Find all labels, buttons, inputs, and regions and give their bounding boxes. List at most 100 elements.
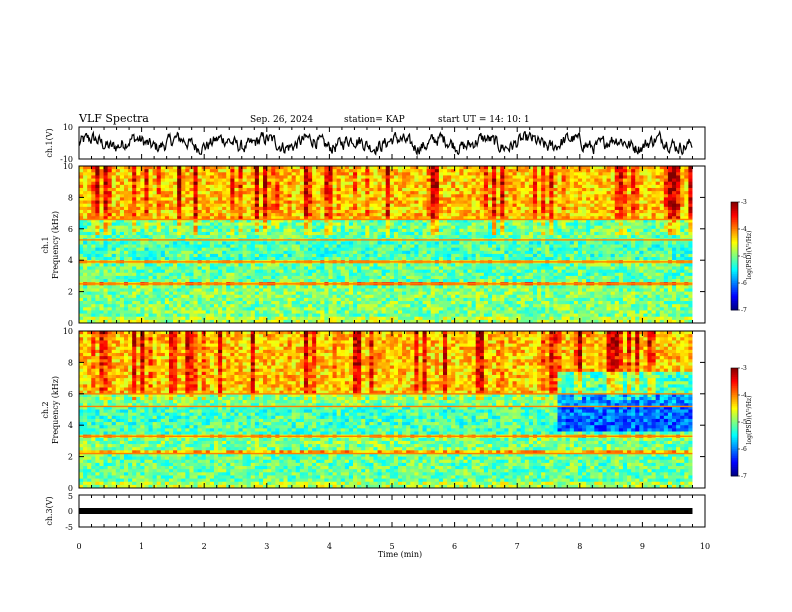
spectrogram-cell bbox=[209, 197, 215, 201]
spectrogram-cell bbox=[140, 275, 145, 280]
spectrogram-cell bbox=[173, 263, 178, 267]
spectrogram-cell bbox=[451, 304, 456, 308]
spectrogram-cell bbox=[463, 304, 468, 308]
spectrogram-cell bbox=[222, 200, 227, 205]
spectrogram-cell bbox=[414, 266, 419, 271]
spectrogram-cell bbox=[385, 247, 391, 252]
spectrogram-cell bbox=[275, 228, 280, 233]
spectrogram-cell bbox=[250, 319, 256, 324]
spectrogram-cell bbox=[389, 219, 395, 223]
spectrogram-cell bbox=[242, 206, 248, 211]
spectrogram-cell bbox=[152, 279, 158, 283]
spectrogram-cell bbox=[467, 247, 473, 252]
spectrogram-cell bbox=[471, 241, 477, 245]
spectrogram-cell bbox=[287, 291, 293, 296]
spectrogram-cell bbox=[152, 235, 158, 239]
spectrogram-cell bbox=[181, 250, 186, 255]
spectrogram-cell bbox=[144, 175, 149, 179]
spectrogram-cell bbox=[308, 316, 313, 321]
spectrogram-cell bbox=[250, 241, 256, 245]
spectrogram-cell bbox=[447, 247, 452, 252]
spectrogram-cell bbox=[320, 250, 325, 255]
spectrogram-cell bbox=[99, 288, 104, 292]
spectrogram-cell bbox=[209, 203, 215, 208]
spectrogram-cell bbox=[406, 169, 411, 173]
spectrogram-cell bbox=[418, 307, 423, 311]
spectrogram-cell bbox=[79, 172, 84, 176]
spectrogram-cell bbox=[267, 257, 272, 261]
spectrogram-cell bbox=[308, 269, 313, 274]
spectrogram-cell bbox=[410, 301, 415, 305]
spectrogram-cell bbox=[83, 169, 88, 173]
spectrogram-cell bbox=[373, 216, 378, 220]
spectrogram-cell bbox=[291, 187, 297, 192]
spectrogram-cell bbox=[119, 316, 125, 321]
spectrogram-cell bbox=[168, 219, 174, 223]
spectrogram-cell bbox=[254, 291, 260, 296]
spectrogram-cell bbox=[213, 285, 219, 289]
spectrogram-cell bbox=[144, 250, 149, 255]
spectrogram-cell bbox=[132, 209, 137, 214]
spectrogram-cell bbox=[123, 184, 129, 189]
spectrogram-cell bbox=[168, 257, 174, 261]
spectrogram-cell bbox=[463, 319, 468, 324]
spectrogram-cell bbox=[308, 244, 313, 249]
spectrogram-cell bbox=[308, 222, 313, 227]
spectrogram-cell bbox=[377, 216, 383, 220]
spectrogram-cell bbox=[111, 172, 117, 176]
spectrogram-cell bbox=[381, 197, 387, 201]
spectrogram-cell bbox=[430, 285, 436, 289]
spectrogram-cell bbox=[177, 172, 182, 176]
spectrogram-cell bbox=[258, 304, 264, 308]
spectrogram-cell bbox=[357, 279, 362, 283]
spectrogram-cell bbox=[246, 225, 252, 230]
spectrogram-cell bbox=[483, 206, 489, 211]
spectrogram-cell bbox=[181, 175, 186, 179]
spectrogram-cell bbox=[324, 285, 329, 289]
spectrogram-cell bbox=[308, 285, 313, 289]
spectrogram-cell bbox=[197, 228, 203, 233]
spectrogram-cell bbox=[357, 297, 362, 302]
spectrogram-cell bbox=[205, 241, 211, 245]
spectrogram-cell bbox=[443, 172, 448, 176]
spectrogram-cell bbox=[459, 175, 464, 179]
spectrogram-cell bbox=[164, 269, 170, 274]
spectrogram-cell bbox=[140, 313, 145, 318]
spectrogram-cell bbox=[99, 250, 104, 255]
spectrogram-cell bbox=[316, 269, 321, 274]
spectrogram-cell bbox=[402, 175, 407, 179]
spectrogram-cell bbox=[316, 175, 321, 179]
spectrogram-cell bbox=[283, 257, 288, 261]
spectrogram-cell bbox=[365, 203, 370, 208]
spectrogram-cell bbox=[385, 206, 391, 211]
spectrogram-cell bbox=[209, 288, 215, 292]
spectrogram-cell bbox=[148, 279, 154, 283]
spectrogram-cell bbox=[283, 222, 288, 227]
spectrogram-cell bbox=[263, 169, 268, 173]
spectrogram-cell bbox=[279, 269, 284, 274]
spectrogram-cell bbox=[140, 178, 145, 183]
spectrogram-cell bbox=[377, 203, 383, 208]
spectrogram-cell bbox=[365, 178, 370, 183]
spectrogram-cell bbox=[254, 244, 260, 249]
spectrogram-cell bbox=[246, 231, 252, 236]
spectrogram-cell bbox=[328, 316, 333, 321]
spectrogram-cell bbox=[443, 235, 448, 239]
spectrogram-cell bbox=[443, 316, 448, 321]
spectrogram-cell bbox=[455, 213, 460, 217]
spectrogram-cell bbox=[263, 187, 268, 192]
spectrogram-cell bbox=[471, 228, 477, 233]
spectrogram-cell bbox=[201, 301, 207, 305]
spectrogram-cell bbox=[406, 294, 411, 299]
spectrogram-cell bbox=[459, 244, 464, 249]
spectrogram-cell bbox=[324, 272, 329, 277]
spectrogram-cell bbox=[299, 263, 305, 267]
spectrogram-cell bbox=[91, 250, 96, 255]
spectrogram-cell bbox=[279, 235, 284, 239]
spectrogram-cell bbox=[193, 231, 199, 236]
spectrogram-cell bbox=[189, 228, 194, 233]
spectrogram-cell bbox=[357, 197, 362, 201]
spectrogram-cell bbox=[348, 219, 354, 223]
spectrogram-cell bbox=[418, 231, 423, 236]
spectrogram-cell bbox=[173, 222, 178, 227]
